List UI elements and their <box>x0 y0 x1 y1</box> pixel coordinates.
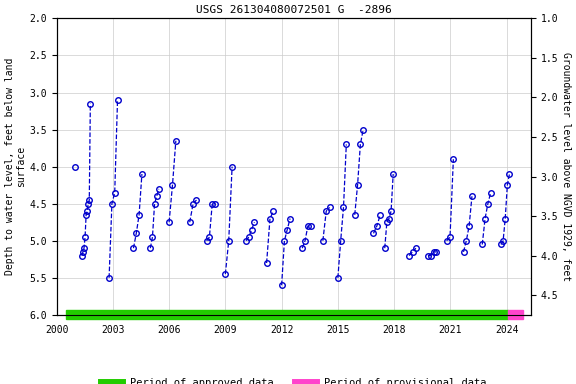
Y-axis label: Groundwater level above NGVD 1929, feet: Groundwater level above NGVD 1929, feet <box>561 52 571 281</box>
Title: USGS 261304080072501 G  -2896: USGS 261304080072501 G -2896 <box>196 5 392 15</box>
Y-axis label: Depth to water level, feet below land
surface: Depth to water level, feet below land su… <box>5 58 26 275</box>
Legend: Period of approved data, Period of provisional data: Period of approved data, Period of provi… <box>97 374 491 384</box>
Bar <box>507 310 522 319</box>
Bar <box>66 310 507 319</box>
